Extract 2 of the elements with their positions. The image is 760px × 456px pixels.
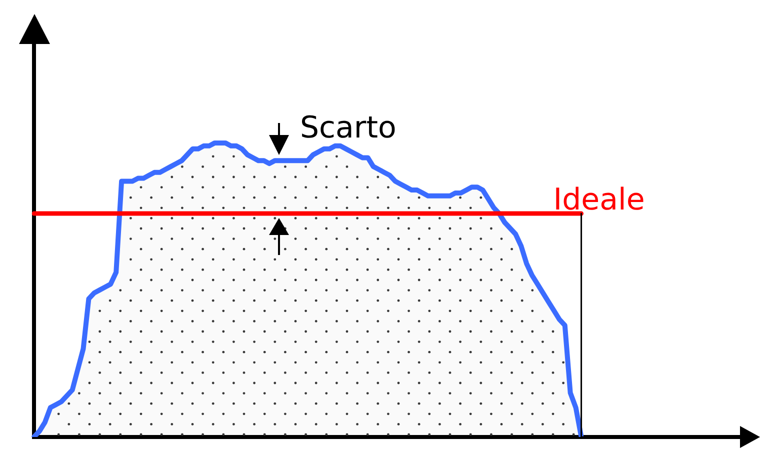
- series-label: Ideale: [553, 182, 645, 218]
- annotation: Scarto: [300, 110, 396, 146]
